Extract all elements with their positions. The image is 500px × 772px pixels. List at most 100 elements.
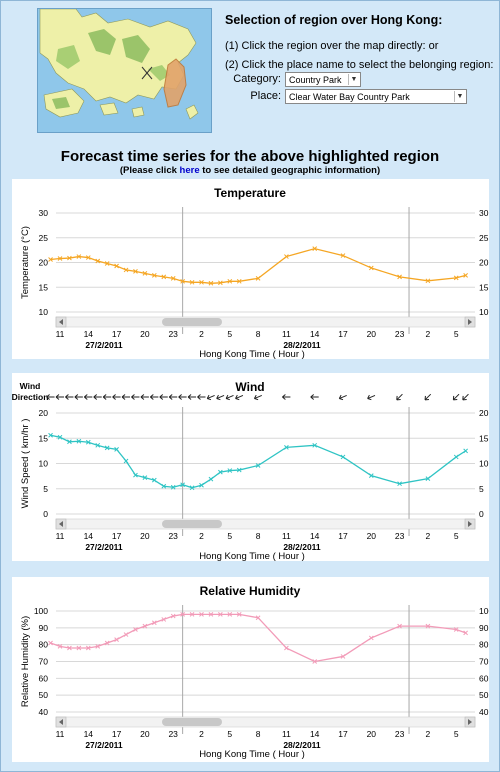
y-tick-label-right: 70 bbox=[479, 657, 489, 667]
chevron-left-icon bbox=[59, 319, 63, 325]
x-tick-label: 5 bbox=[454, 729, 459, 739]
data-point bbox=[170, 613, 176, 619]
step-2-instruction: (2) Click the place name to select the b… bbox=[225, 59, 494, 71]
data-point bbox=[208, 612, 214, 617]
place-select[interactable]: Clear Water Bay Country Park ▼ bbox=[285, 89, 467, 104]
y-tick-label-right: 15 bbox=[479, 433, 489, 443]
x-tick-label: 14 bbox=[84, 729, 94, 739]
wind-direction-arrow bbox=[216, 394, 225, 401]
wind-chart: Wind 0 0 5 5 10 10 15 15 20 20 Wind Speed ( km/hr )… bbox=[12, 380, 489, 561]
chevron-right-icon bbox=[468, 719, 472, 725]
x-tick-label: 20 bbox=[140, 531, 150, 541]
y-tick-label-right: 25 bbox=[479, 233, 489, 243]
y-tick-label: 10 bbox=[39, 459, 49, 469]
data-point bbox=[312, 659, 318, 664]
humidity-chart: Relative Humidity 40 40 50 50 60 60 70 70 80 80 90 9… bbox=[20, 584, 489, 760]
wind-direction-arrow bbox=[83, 394, 93, 400]
data-point bbox=[57, 256, 63, 261]
data-point bbox=[161, 274, 167, 280]
data-point bbox=[463, 630, 468, 636]
data-point bbox=[218, 469, 223, 475]
data-point bbox=[180, 278, 185, 284]
series-line bbox=[50, 434, 466, 489]
step-1-instruction: (1) Click the region over the map direct… bbox=[225, 40, 439, 52]
y-tick-label: 0 bbox=[43, 509, 48, 519]
wind-direction-arrow bbox=[140, 394, 149, 400]
data-point bbox=[189, 612, 195, 617]
data-point bbox=[208, 476, 214, 482]
data-point bbox=[236, 467, 242, 473]
y-tick-label: 15 bbox=[39, 433, 49, 443]
wind-direction-label-line2: Direction bbox=[12, 392, 48, 402]
forecast-title: Forecast time series for the above highl… bbox=[60, 148, 440, 165]
data-point bbox=[236, 612, 242, 617]
x-tick-label: 14 bbox=[310, 729, 320, 739]
data-point bbox=[180, 612, 185, 617]
x-tick-label: 23 bbox=[395, 729, 405, 739]
data-point bbox=[104, 445, 110, 451]
y-tick-label: 80 bbox=[39, 640, 49, 650]
y-tick-label: 15 bbox=[39, 282, 49, 292]
chevron-left-icon bbox=[59, 719, 63, 725]
data-point bbox=[189, 485, 195, 491]
chevron-down-icon: ▼ bbox=[454, 91, 465, 102]
x-tick-label: 2 bbox=[199, 729, 204, 739]
y-tick-label: 30 bbox=[39, 208, 49, 218]
humidity-chart-panel: Relative Humidity 40 40 50 50 60 60 70 70 80 80 90 9… bbox=[12, 577, 489, 762]
data-point bbox=[133, 472, 138, 478]
x-tick-label: 14 bbox=[310, 329, 320, 339]
data-point bbox=[142, 475, 148, 480]
x-tick-label: 17 bbox=[112, 329, 122, 339]
x-tick-label: 5 bbox=[454, 329, 459, 339]
x-tick-label: 23 bbox=[168, 729, 178, 739]
hong-kong-region-map[interactable] bbox=[37, 8, 212, 133]
y-tick-label: 10 bbox=[39, 307, 49, 317]
scrollbar-thumb bbox=[162, 318, 222, 326]
x-tick-label: 11 bbox=[56, 729, 65, 739]
y-tick-label-right: 100 bbox=[479, 606, 489, 616]
x-tick-label: 11 bbox=[282, 729, 291, 739]
data-point bbox=[123, 267, 129, 273]
data-point bbox=[114, 263, 119, 269]
x-tick-label: 11 bbox=[56, 329, 65, 339]
data-point bbox=[133, 627, 138, 632]
geographic-info-link[interactable]: here bbox=[179, 165, 200, 176]
x-tick-label: 17 bbox=[112, 729, 122, 739]
data-point bbox=[199, 612, 204, 617]
category-select[interactable]: Country Park ▼ bbox=[285, 72, 361, 87]
category-label: Category: bbox=[233, 73, 281, 85]
wind-direction-arrow bbox=[93, 394, 102, 400]
y-tick-label-right: 5 bbox=[479, 484, 484, 494]
x-tick-label: 17 bbox=[338, 329, 348, 339]
wind-direction-arrow bbox=[74, 394, 83, 400]
wind-direction-label-line1: Wind bbox=[20, 381, 41, 391]
y-tick-label: 90 bbox=[39, 623, 49, 633]
x-tick-label: 5 bbox=[227, 729, 232, 739]
data-point bbox=[95, 442, 101, 448]
x-tick-label: 23 bbox=[168, 329, 178, 339]
region-selection-title: Selection of region over Hong Kong: bbox=[225, 13, 443, 27]
wind-direction-arrow bbox=[367, 394, 376, 401]
date-label: 27/2/2011 bbox=[85, 542, 123, 552]
data-point bbox=[284, 444, 289, 450]
date-label: 28/2/2011 bbox=[283, 340, 321, 350]
data-point bbox=[189, 279, 195, 285]
data-point bbox=[76, 438, 82, 444]
y-tick-label-right: 10 bbox=[479, 307, 489, 317]
x-tick-label: 8 bbox=[256, 729, 261, 739]
data-point bbox=[218, 280, 223, 286]
data-point bbox=[255, 463, 261, 468]
wind-direction-arrow bbox=[46, 394, 55, 400]
data-point bbox=[425, 476, 431, 482]
y-tick-label: 60 bbox=[39, 673, 49, 683]
x-tick-label: 23 bbox=[168, 531, 178, 541]
x-tick-label: 5 bbox=[454, 531, 459, 541]
x-tick-label: 8 bbox=[256, 329, 261, 339]
wind-direction-arrow bbox=[159, 394, 168, 400]
wind-direction-arrow bbox=[121, 394, 131, 400]
data-point bbox=[218, 612, 223, 617]
scrollbar-thumb bbox=[162, 718, 222, 726]
wind-direction-arrow bbox=[424, 393, 432, 401]
data-point bbox=[114, 637, 119, 642]
x-tick-label: 23 bbox=[395, 329, 405, 339]
